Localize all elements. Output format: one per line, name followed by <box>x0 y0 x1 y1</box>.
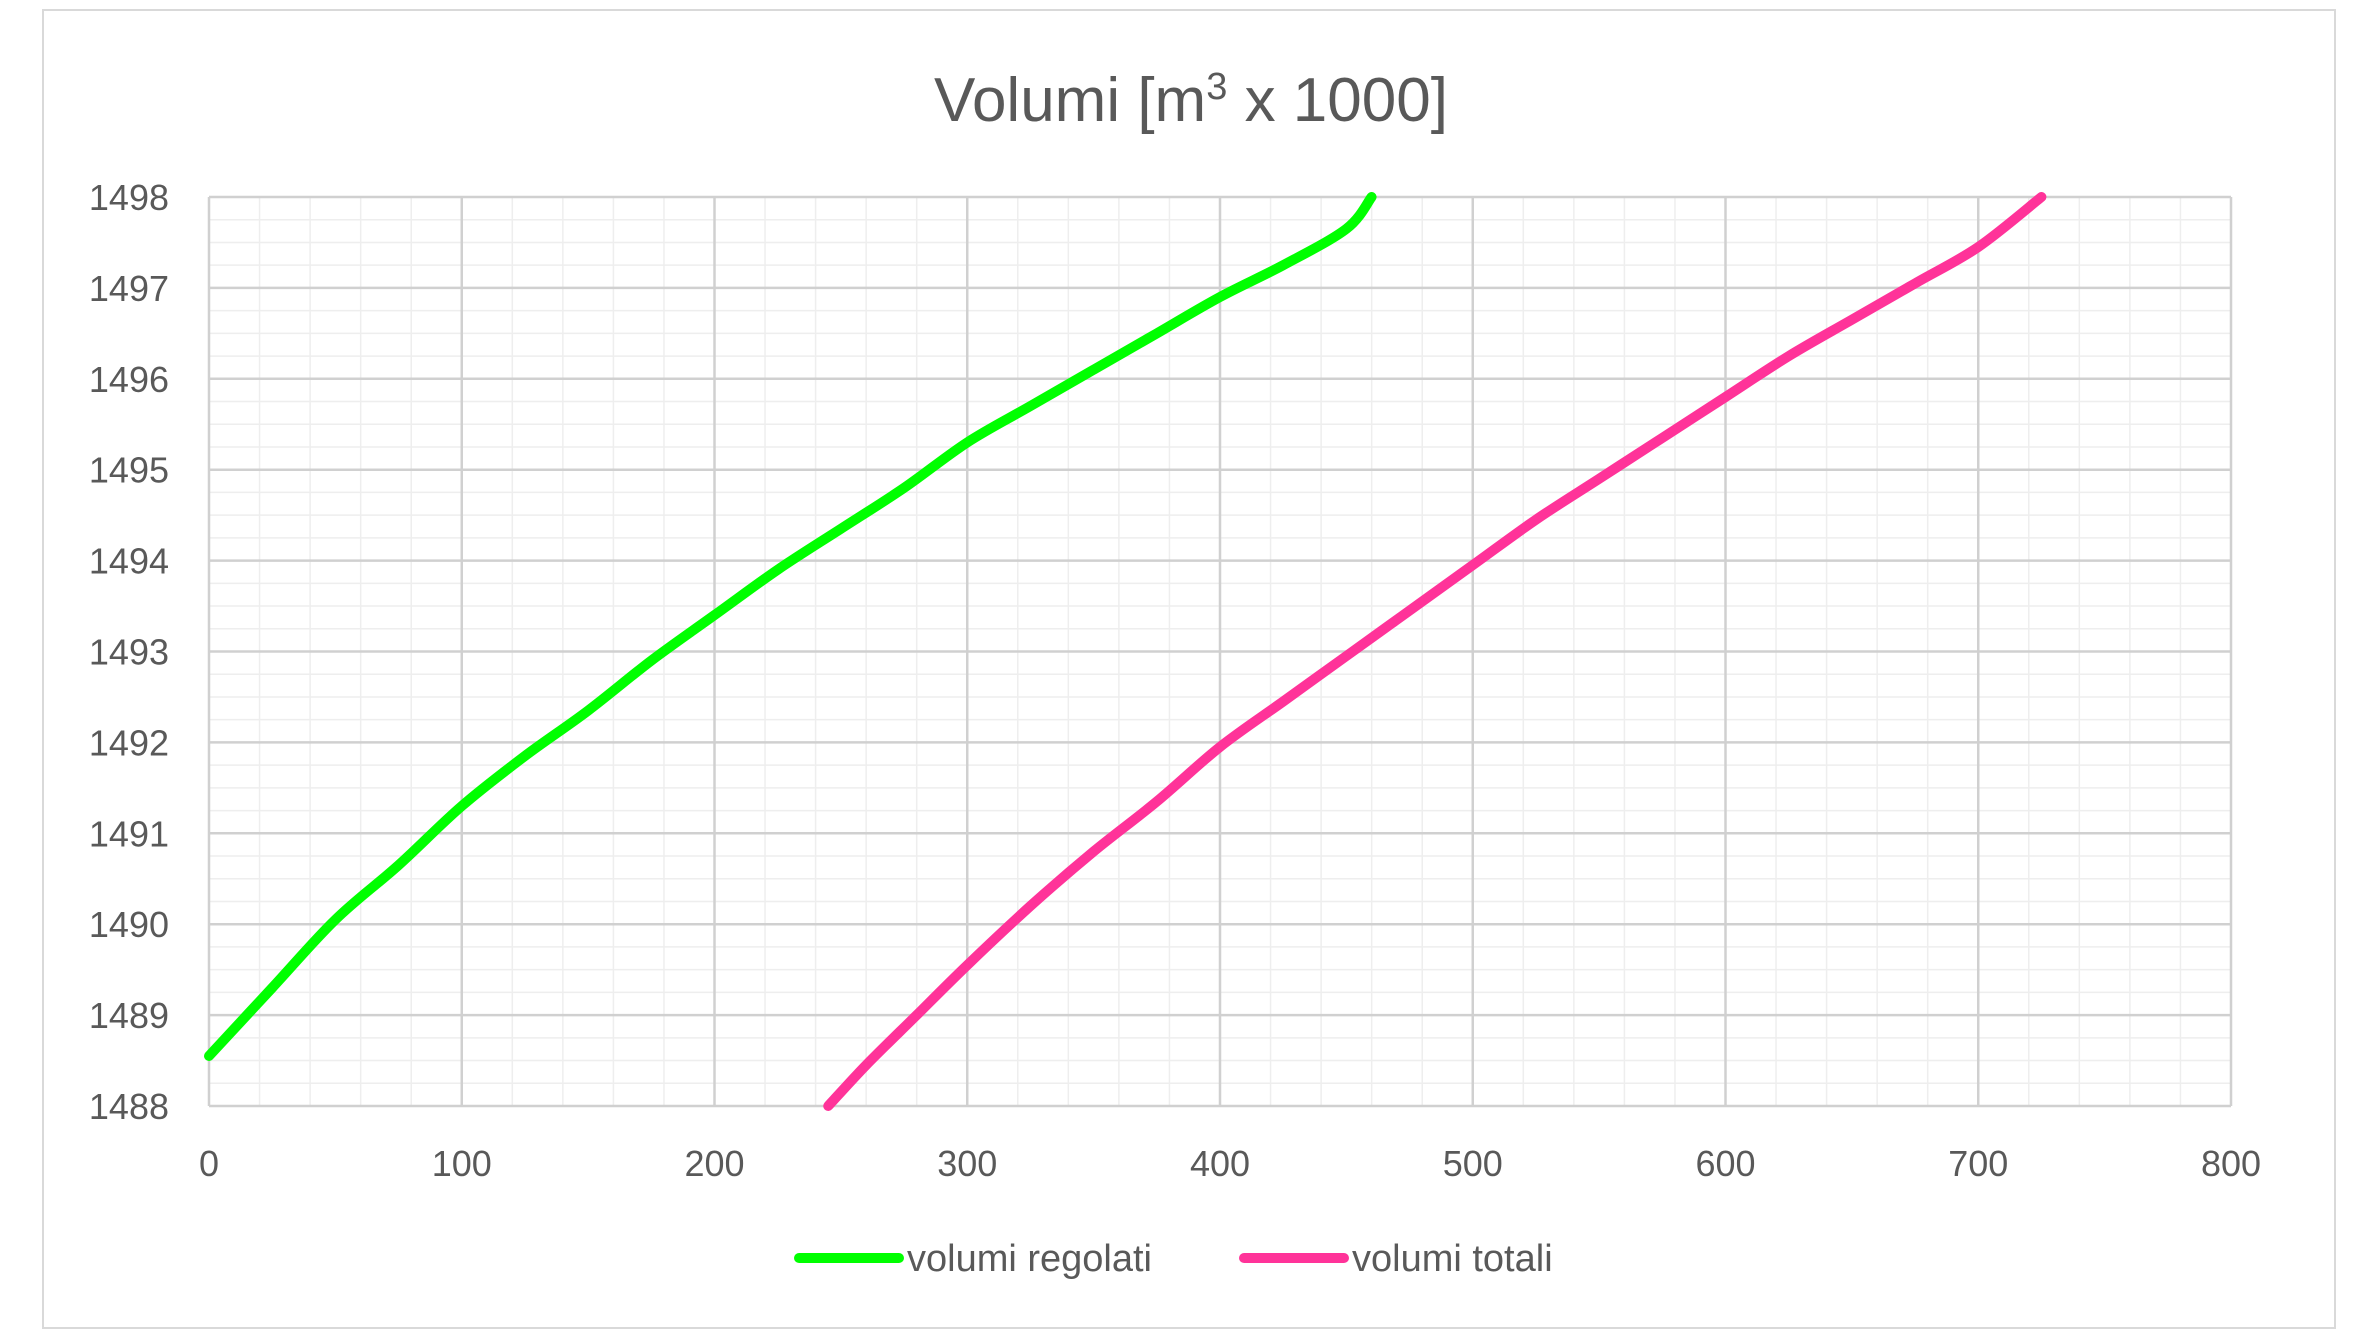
y-tick-label: 1489 <box>89 995 169 1036</box>
y-tick-label: 1495 <box>89 450 169 491</box>
x-tick-label: 0 <box>199 1143 219 1184</box>
y-tick-label: 1497 <box>89 268 169 309</box>
y-tick-label: 1494 <box>89 541 169 582</box>
series-line-volumi-regolati <box>204 192 1377 1061</box>
y-tick-label: 1498 <box>89 177 169 218</box>
x-tick-label: 200 <box>684 1143 744 1184</box>
x-axis-tick-labels: 0 100 200 300 400 500 600 700 800 <box>199 1143 2261 1184</box>
x-tick-label: 100 <box>432 1143 492 1184</box>
y-tick-label: 1496 <box>89 359 169 400</box>
x-tick-label: 500 <box>1443 1143 1503 1184</box>
chart-canvas: Volumi [m3 x 1000] 0 100 200 300 400 500 600 70… <box>89 66 2261 1280</box>
x-tick-label: 600 <box>1695 1143 1755 1184</box>
x-tick-label: 800 <box>2201 1143 2261 1184</box>
x-tick-label: 300 <box>937 1143 997 1184</box>
series-layer <box>204 192 2047 1111</box>
y-tick-label: 1491 <box>89 813 169 854</box>
chart-title-suffix: x 1000] <box>1227 66 1448 135</box>
chart-frame: Volumi [m3 x 1000] 0 100 200 300 400 500 600 70… <box>42 9 2336 1329</box>
y-tick-label: 1490 <box>89 904 169 945</box>
legend: volumi regolati volumi totali <box>794 1238 1553 1280</box>
y-tick-label: 1492 <box>89 722 169 763</box>
series-line-volumi-totali <box>823 192 2047 1111</box>
legend-label: volumi regolati <box>907 1238 1152 1280</box>
chart-title-main: Volumi [m <box>934 66 1206 135</box>
y-tick-label: 1493 <box>89 632 169 673</box>
y-axis-tick-labels: 1488 1489 1490 1491 1492 1493 1494 1495 1496 1497… <box>89 177 169 1127</box>
y-tick-label: 1488 <box>89 1086 169 1127</box>
x-tick-label: 700 <box>1948 1143 2008 1184</box>
chart-title-superscript: 3 <box>1206 66 1227 108</box>
chart-title: Volumi [m3 x 1000] <box>934 66 1448 135</box>
x-tick-label: 400 <box>1190 1143 1250 1184</box>
legend-label: volumi totali <box>1352 1238 1553 1280</box>
